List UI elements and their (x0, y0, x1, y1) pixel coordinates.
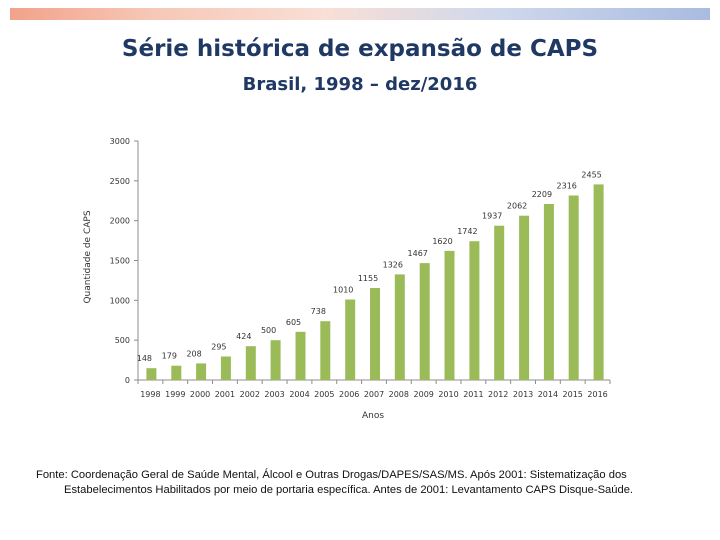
bar (146, 368, 157, 380)
bar-value-label: 179 (162, 352, 177, 361)
x-tick-label: 2014 (538, 390, 558, 399)
bar-value-label: 1937 (482, 212, 502, 221)
bar (196, 363, 207, 380)
bar (370, 288, 380, 380)
x-tick-label: 1999 (165, 390, 185, 399)
y-tick-label: 1500 (110, 257, 130, 266)
x-tick-label: 2000 (190, 390, 210, 399)
y-tick-label: 3000 (110, 137, 130, 146)
bar (320, 321, 331, 380)
bar-value-label: 1467 (408, 249, 428, 258)
x-tick-label: 2005 (314, 390, 334, 399)
x-tick-label: 2011 (463, 390, 483, 399)
y-axis-label: Quantidade de CAPS (83, 210, 93, 303)
bar-value-label: 2209 (532, 190, 552, 199)
x-tick-label: 2013 (513, 390, 533, 399)
y-tick-label: 2000 (110, 217, 130, 226)
bar (345, 299, 356, 380)
bar (295, 331, 306, 380)
source-line-2: Estabelecimentos Habilitados por meio de… (64, 484, 634, 496)
bar (171, 365, 182, 380)
bar-value-label: 295 (211, 343, 226, 352)
bar-value-label: 208 (186, 349, 201, 358)
source-note: Fonte: Coordenação Geral de Saúde Mental… (36, 468, 686, 498)
bar (568, 195, 579, 380)
x-tick-label: 2001 (215, 390, 235, 399)
bar (220, 356, 231, 380)
bar-value-label: 2062 (507, 202, 527, 211)
x-tick-label: 2006 (339, 390, 359, 399)
bar (394, 274, 405, 380)
bar-value-label: 605 (286, 318, 301, 327)
x-axis-label: Anos (362, 411, 384, 421)
x-tick-label: 1998 (140, 390, 160, 399)
bar-value-label: 738 (311, 307, 326, 316)
x-tick-label: 2004 (289, 390, 309, 399)
x-tick-label: 2012 (488, 390, 508, 399)
bar (270, 340, 281, 380)
chart-axes: 0 500 1000 1500 2000 2500 3000 (110, 137, 611, 385)
source-line-1: Fonte: Coordenação Geral de Saúde Mental… (36, 469, 627, 481)
page-subtitle: Brasil, 1998 – dez/2016 (242, 74, 478, 95)
y-tick-label: 2500 (110, 177, 130, 186)
bar (469, 241, 480, 380)
bar-value-label: 148 (137, 354, 152, 363)
x-tick-label: 2015 (563, 390, 583, 399)
x-tick-label: 2003 (264, 390, 284, 399)
y-tick-label: 0 (125, 376, 130, 385)
bar (444, 250, 455, 380)
bar (543, 204, 554, 380)
bar-value-label: 1155 (358, 274, 378, 283)
x-tick-label: 2009 (414, 390, 434, 399)
bar (593, 184, 604, 380)
x-tick-label: 2010 (438, 390, 458, 399)
bar (245, 346, 256, 380)
bar-value-label: 1742 (457, 227, 477, 236)
bar (519, 215, 530, 380)
x-tick-label: 2016 (587, 390, 607, 399)
bar-value-label: 2455 (581, 170, 601, 179)
bar-value-label: 2316 (557, 182, 577, 191)
x-tick-label: 2007 (364, 390, 384, 399)
x-tick-label: 2008 (389, 390, 409, 399)
top-decorative-band (10, 8, 710, 20)
bar (494, 225, 505, 380)
x-tick-label: 2002 (240, 390, 260, 399)
y-tick-label: 1000 (110, 296, 130, 305)
y-tick-label: 500 (115, 336, 130, 345)
bar-value-label: 1620 (432, 237, 452, 246)
bar-value-label: 1010 (333, 286, 353, 295)
bar-value-label: 1326 (383, 260, 403, 269)
bar-value-label: 424 (236, 332, 251, 341)
page-title: Série histórica de expansão de CAPS (121, 36, 599, 62)
bar (419, 263, 430, 380)
chart-bars: 148 1998 179 1999 208 2000 295 2001 424 2002 500 20… (137, 170, 608, 399)
bar-value-label: 500 (261, 326, 276, 335)
